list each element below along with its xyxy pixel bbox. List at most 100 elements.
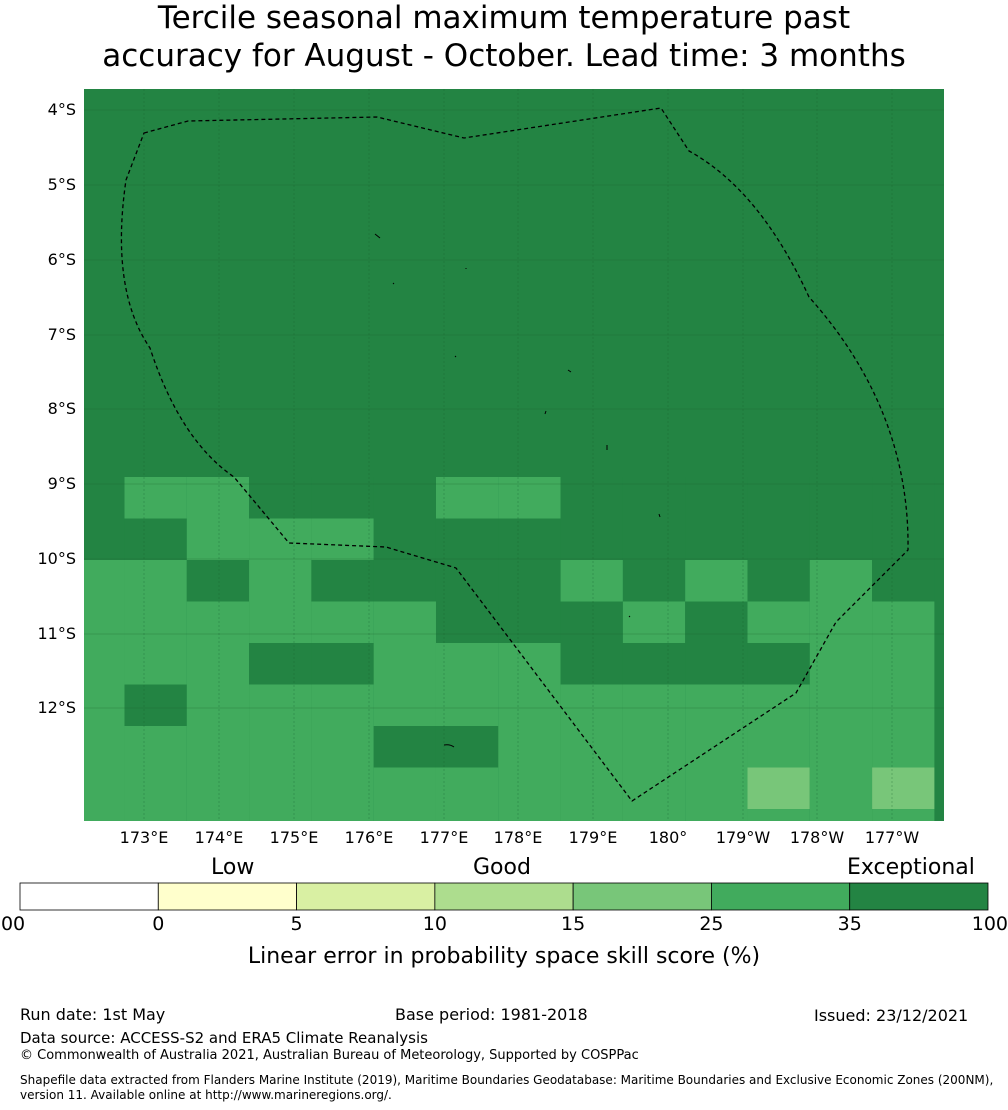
data-source: Data source: ACCESS-S2 and ERA5 Climate … bbox=[20, 1029, 428, 1047]
skill-cell bbox=[498, 560, 561, 602]
skill-cell bbox=[747, 767, 810, 809]
island bbox=[544, 410, 547, 415]
skill-cell bbox=[747, 518, 810, 560]
shapefile-credit-line-2: version 11. Available online at http://w… bbox=[20, 1088, 392, 1102]
skill-cell bbox=[186, 809, 250, 821]
skill-cell bbox=[872, 726, 935, 768]
map-title-line-2: accuracy for August - October. Lead time… bbox=[102, 38, 906, 74]
skill-cell bbox=[124, 684, 187, 726]
skill-cell bbox=[872, 643, 935, 685]
skill-cell bbox=[124, 601, 187, 643]
graticule bbox=[84, 89, 944, 821]
islands bbox=[374, 233, 661, 748]
island bbox=[658, 513, 661, 518]
issued-date: Issued: 23/12/2021 bbox=[814, 1006, 969, 1025]
colorbar-swatch bbox=[157, 882, 297, 911]
longitude-label: 175°E bbox=[269, 828, 319, 847]
skill-cell bbox=[435, 560, 499, 602]
shapefile-credit-line-1: Shapefile data extracted from Flanders M… bbox=[20, 1073, 994, 1087]
colorbar-tick-label: 10 bbox=[422, 913, 447, 935]
skill-cell bbox=[311, 809, 374, 821]
skill-cell bbox=[186, 518, 250, 560]
skill-cell bbox=[622, 560, 686, 602]
latitude-label: 11°S bbox=[37, 624, 76, 643]
longitude-label: 178°W bbox=[789, 828, 845, 847]
skill-cell bbox=[560, 601, 623, 643]
island bbox=[628, 615, 631, 618]
skill-cell bbox=[809, 643, 873, 685]
skill-cell bbox=[747, 643, 810, 685]
skill-cell bbox=[435, 684, 499, 726]
skill-cell bbox=[311, 643, 374, 685]
colorbar-swatch bbox=[296, 882, 436, 911]
skill-cell bbox=[872, 809, 935, 821]
latitude-label: 12°S bbox=[37, 698, 76, 717]
skill-cell bbox=[872, 767, 935, 809]
colorbar-swatch bbox=[849, 882, 989, 911]
skill-cell bbox=[622, 601, 686, 643]
skill-cell bbox=[311, 477, 374, 519]
skill-cell bbox=[685, 767, 748, 809]
skill-cell bbox=[498, 684, 561, 726]
skill-cell bbox=[809, 518, 873, 560]
skill-cell bbox=[498, 809, 561, 821]
skill-cell bbox=[435, 518, 499, 560]
run-date: Run date: 1st May bbox=[20, 1005, 166, 1024]
skill-cell bbox=[249, 643, 312, 685]
eez-boundary bbox=[120, 107, 909, 802]
skill-cell bbox=[373, 477, 436, 519]
colorbar-tick-label: 100 bbox=[971, 913, 1008, 935]
skill-cell bbox=[435, 809, 499, 821]
skill-cell bbox=[747, 809, 810, 821]
skill-cell bbox=[373, 726, 436, 768]
colorbar-tick-label: 15 bbox=[561, 913, 586, 935]
skill-cell bbox=[311, 601, 374, 643]
skill-cell bbox=[249, 726, 312, 768]
longitude-label: 173°E bbox=[119, 828, 169, 847]
colorbar-swatch bbox=[572, 882, 712, 911]
skill-cell bbox=[373, 767, 436, 809]
island bbox=[374, 233, 381, 239]
skill-cell bbox=[622, 518, 686, 560]
skill-cell bbox=[373, 518, 436, 560]
skill-cell bbox=[84, 643, 125, 685]
skill-cell bbox=[124, 560, 187, 602]
longitude-label: 178°E bbox=[493, 828, 543, 847]
colorbar-swatch bbox=[19, 882, 159, 911]
skill-cell bbox=[685, 601, 748, 643]
category-good: Good bbox=[473, 855, 531, 880]
skill-cell bbox=[872, 684, 935, 726]
skill-cell bbox=[84, 726, 125, 768]
skill-cell bbox=[311, 560, 374, 602]
latitude-label: 4°S bbox=[47, 100, 76, 119]
skill-cell bbox=[249, 767, 312, 809]
colorbar-label: Linear error in probability space skill … bbox=[247, 944, 761, 969]
skill-cell bbox=[373, 809, 436, 821]
latitude-label: 7°S bbox=[47, 325, 76, 344]
skill-cell bbox=[124, 643, 187, 685]
skill-cell bbox=[84, 809, 125, 821]
colorbar-tick-label: -100 bbox=[0, 913, 26, 935]
colorbar-swatch bbox=[711, 882, 851, 911]
skill-cell bbox=[435, 767, 499, 809]
skill-cell bbox=[622, 477, 686, 519]
skill-cell bbox=[872, 601, 935, 643]
copyright: © Commonwealth of Australia 2021, Austra… bbox=[20, 1048, 639, 1063]
skill-cell bbox=[498, 726, 561, 768]
skill-cell bbox=[622, 726, 686, 768]
skill-cell bbox=[124, 518, 187, 560]
skill-cell bbox=[249, 684, 312, 726]
colorbar-swatch bbox=[434, 882, 574, 911]
longitude-label: 179°E bbox=[568, 828, 618, 847]
skill-cell bbox=[498, 643, 561, 685]
skill-cell bbox=[249, 477, 312, 519]
skill-cell bbox=[872, 560, 935, 602]
base-period: Base period: 1981-2018 bbox=[395, 1005, 588, 1024]
skill-cell bbox=[186, 601, 250, 643]
skill-cell bbox=[685, 560, 748, 602]
latitude-label: 10°S bbox=[37, 549, 76, 568]
skill-cell bbox=[373, 601, 436, 643]
skill-cell bbox=[622, 809, 686, 821]
skill-cell bbox=[186, 560, 250, 602]
